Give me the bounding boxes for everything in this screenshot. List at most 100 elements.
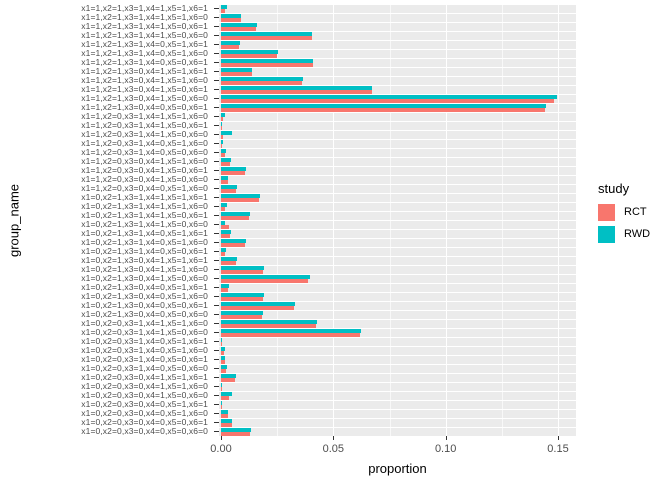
y-tick-mark	[214, 269, 219, 270]
bar-group-row	[219, 310, 576, 319]
bar-rct	[221, 98, 554, 103]
y-tick-label: x1=1,x2=0,x3=0,x4=1,x5=0,x6=0	[81, 174, 208, 184]
legend: study RCT RWD	[597, 181, 671, 248]
y-tick-label: x1=0,x2=1,x3=1,x4=1,x5=0,x6=0	[81, 219, 208, 229]
y-tick-mark	[214, 305, 219, 306]
bar-rct	[221, 413, 228, 418]
bar-rct	[221, 26, 257, 31]
bar-group-row	[219, 373, 576, 382]
y-tick-mark	[214, 89, 219, 90]
legend-key-rct: RCT	[597, 204, 671, 221]
y-tick-label: x1=1,x2=1,x3=1,x4=0,x5=1,x6=1	[81, 39, 208, 49]
bar-group-row	[219, 184, 576, 193]
legend-swatch-rct	[598, 204, 615, 221]
y-tick-label: x1=0,x2=0,x3=0,x4=0,x5=0,x6=1	[81, 417, 208, 427]
y-tick-label: x1=0,x2=1,x3=0,x4=0,x5=0,x6=1	[81, 300, 208, 310]
y-tick-mark	[214, 134, 219, 135]
y-tick-label: x1=1,x2=1,x3=0,x4=1,x5=1,x6=1	[81, 66, 208, 76]
bar-group-row	[219, 202, 576, 211]
y-tick-mark	[214, 242, 219, 243]
bar-rwd	[221, 85, 373, 90]
y-tick-mark	[214, 206, 219, 207]
bar-rwd	[221, 184, 237, 189]
bar-rct	[221, 296, 263, 301]
bar-rct	[221, 368, 226, 373]
y-tick-mark	[214, 233, 219, 234]
bar-rwd	[221, 247, 226, 252]
bar-group-row	[219, 58, 576, 67]
bar-rwd	[221, 40, 240, 45]
bar-group-row	[219, 175, 576, 184]
bar-rwd	[221, 292, 264, 297]
bar-group-row	[219, 166, 576, 175]
bar-rct	[221, 188, 236, 193]
y-tick-label: x1=0,x2=1,x3=0,x4=0,x5=1,x6=0	[81, 291, 208, 301]
bar-group-row	[219, 130, 576, 139]
y-tick-mark	[214, 116, 219, 117]
y-tick-label: x1=1,x2=0,x3=1,x4=0,x5=0,x6=0	[81, 147, 208, 157]
y-tick-mark	[214, 143, 219, 144]
y-tick-mark	[214, 422, 219, 423]
bar-group-row	[219, 265, 576, 274]
minor-gridline	[277, 4, 279, 436]
bar-rwd	[221, 328, 362, 333]
y-axis-title: group_name	[6, 184, 22, 257]
x-axis-title: proportion	[368, 461, 427, 476]
y-tick-mark	[214, 287, 219, 288]
bar-rwd	[221, 211, 250, 216]
y-tick-label: x1=1,x2=1,x3=0,x4=0,x5=0,x6=1	[81, 102, 208, 112]
bar-rct	[221, 89, 372, 94]
y-tick-label: x1=1,x2=0,x3=1,x4=1,x5=0,x6=1	[81, 120, 208, 130]
bar-rct	[221, 143, 222, 148]
bar-rwd	[221, 175, 229, 180]
y-tick-mark	[214, 62, 219, 63]
y-tick-label: x1=0,x2=1,x3=1,x4=0,x5=1,x6=1	[81, 228, 208, 238]
bar-group-row	[219, 229, 576, 238]
bar-rwd	[221, 139, 223, 144]
bar-rct	[221, 35, 312, 40]
bar-rct	[221, 152, 225, 157]
y-tick-label: x1=1,x2=1,x3=1,x4=0,x5=1,x6=0	[81, 48, 208, 58]
bar-rwd	[221, 202, 227, 207]
bar-rct	[221, 242, 245, 247]
y-tick-mark	[214, 53, 219, 54]
y-tick-mark	[214, 161, 219, 162]
bar-rct	[221, 233, 230, 238]
bar-rwd	[221, 256, 237, 261]
minor-gridline	[501, 4, 503, 436]
y-tick-label: x1=0,x2=1,x3=0,x4=1,x5=1,x6=1	[81, 255, 208, 265]
bar-rwd	[221, 4, 228, 9]
bar-group-row	[219, 157, 576, 166]
bar-rwd	[221, 238, 246, 243]
bar-rwd	[221, 301, 295, 306]
y-tick-mark	[214, 80, 219, 81]
bar-rwd	[221, 49, 279, 54]
bar-rct	[221, 215, 250, 220]
y-tick-mark	[214, 107, 219, 108]
bar-group-row	[219, 193, 576, 202]
major-gridline	[333, 4, 335, 436]
y-tick-mark	[214, 215, 219, 216]
bar-rwd	[221, 148, 226, 153]
y-axis-labels: x1=1,x2=1,x3=1,x4=1,x5=1,x6=1 x1=1,x2=1,x…	[26, 4, 213, 436]
bar-rct	[221, 179, 228, 184]
y-tick-mark	[214, 377, 219, 378]
y-tick-mark	[214, 188, 219, 189]
bar-group-row	[219, 85, 576, 94]
y-tick-mark	[214, 197, 219, 198]
y-tick-label: x1=0,x2=0,x3=1,x4=0,x5=1,x6=1	[81, 336, 208, 346]
y-tick-label: x1=0,x2=1,x3=1,x4=1,x5=0,x6=1	[81, 210, 208, 220]
bar-group-row	[219, 319, 576, 328]
y-tick-label: x1=1,x2=1,x3=1,x4=1,x5=0,x6=1	[81, 21, 208, 31]
bar-group-row	[219, 13, 576, 22]
y-tick-label: x1=0,x2=0,x3=0,x4=0,x5=1,x6=0	[81, 408, 208, 418]
y-tick-label: x1=0,x2=1,x3=1,x4=1,x5=1,x6=1	[81, 192, 208, 202]
y-tick-mark	[214, 224, 219, 225]
bar-rwd	[221, 94, 557, 99]
bar-rct	[221, 53, 278, 58]
bar-group-row	[219, 148, 576, 157]
y-tick-label: x1=1,x2=1,x3=0,x4=1,x5=0,x6=0	[81, 93, 208, 103]
legend-key-rwd: RWD	[597, 226, 671, 243]
bar-group-row	[219, 328, 576, 337]
